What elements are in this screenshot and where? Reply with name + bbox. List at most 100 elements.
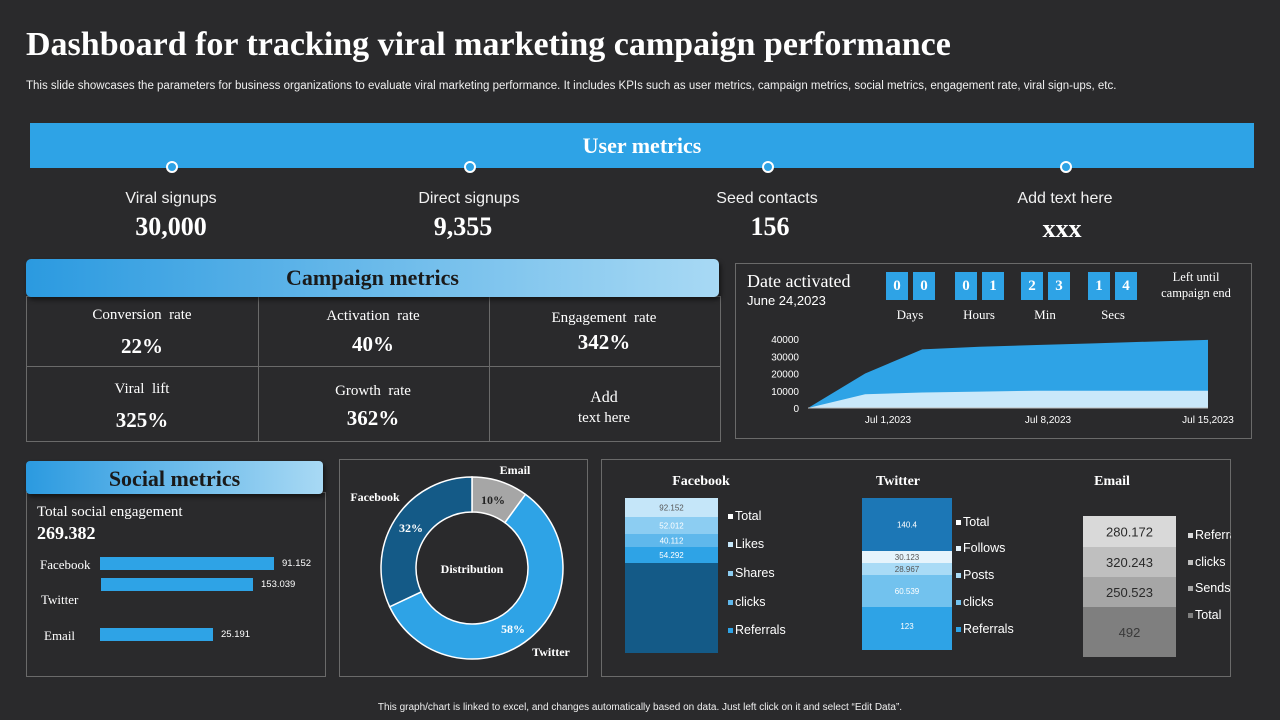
page-title: Dashboard for tracking viral marketing c…	[26, 26, 951, 63]
footnote: This graph/chart is linked to excel, and…	[377, 702, 903, 713]
days-digit-1: 0	[886, 272, 908, 300]
viral-lift-value: 325%	[115, 408, 169, 432]
legend-swatch	[1188, 533, 1193, 538]
channel-breakdown-panel	[601, 459, 1231, 677]
legend-swatch	[728, 571, 733, 576]
stack-segment	[1083, 607, 1176, 657]
legend-label: Total	[1195, 608, 1221, 622]
legend-swatch	[1188, 586, 1193, 591]
legend-label: Total	[735, 509, 761, 523]
legend-label: Likes	[735, 537, 764, 551]
stack-chart-title: Facebook	[672, 474, 730, 489]
direct-signups-label: Direct signups	[418, 190, 520, 207]
user-metrics-bar	[30, 123, 1254, 168]
stack-segment-label: 54.292	[659, 551, 684, 560]
divider	[258, 297, 259, 441]
date-activated-date: June 24,2023	[747, 293, 826, 308]
legend-label: Sends	[1195, 581, 1230, 595]
add-text-cell-line2: text here	[577, 410, 631, 426]
legend-label: clicks	[735, 595, 766, 609]
stack-segment	[625, 498, 718, 517]
stack-segment	[1083, 547, 1176, 577]
viral-signups-label: Viral signups	[125, 190, 217, 207]
hours-digit-1: 0	[955, 272, 977, 300]
stack-segment-label: 320.243	[1106, 555, 1153, 570]
legend-swatch	[728, 628, 733, 633]
secs-label: Secs	[1101, 307, 1125, 322]
total-social-engagement-value: 269.382	[37, 523, 96, 543]
legend-swatch	[728, 600, 733, 605]
social-bar-label: Facebook	[40, 557, 91, 572]
social-bar	[101, 578, 253, 591]
activation-rate-value: 40%	[352, 332, 394, 356]
donut-slice	[388, 493, 564, 660]
legend-label: Shares	[735, 566, 775, 580]
stack-segment-label: 250.523	[1106, 585, 1153, 600]
date-activated-title: Date activated	[747, 271, 851, 291]
stack-segment	[862, 498, 952, 551]
x-tick-label: Jul 15,2023	[1182, 415, 1234, 426]
legend-label: Referrals	[1195, 528, 1231, 542]
timeline-dot	[762, 161, 774, 173]
stack-chart-title: Twitter	[876, 474, 920, 489]
distribution-panel	[339, 459, 588, 677]
donut-center-label: Distribution	[441, 562, 504, 576]
viral-signups-value: 30,000	[135, 212, 207, 241]
add-text-label: Add text here	[1017, 190, 1113, 207]
user-metrics-header: User metrics	[582, 133, 702, 158]
stack-segment	[625, 534, 718, 547]
signups-area-chart: 0 10000 20000 30000 40000 Jul 1,2023 Jul 8,202…	[771, 335, 1234, 426]
divider	[489, 297, 490, 441]
stack-segment-label: 28.967	[895, 565, 920, 574]
distribution-donut-chart: 10% Email 58% Twitter 32% Facebook Distributio…	[350, 463, 571, 660]
stack-segment	[625, 563, 718, 653]
stack-segment	[1083, 516, 1176, 547]
legend-label: Referrals	[963, 622, 1014, 636]
secs-digit-1: 1	[1088, 272, 1110, 300]
social-bar	[100, 628, 213, 641]
social-bar-value: 25.191	[221, 629, 251, 640]
donut-slice-percent: 58%	[501, 622, 525, 636]
legend-swatch	[956, 627, 961, 632]
area-series-lower	[808, 390, 1208, 408]
seed-contacts-value: 156	[750, 212, 790, 241]
campaign-end-label: campaign end	[1161, 286, 1231, 300]
stack-segment-label: 52.012	[659, 522, 684, 531]
campaign-metrics-header-bar	[26, 259, 719, 297]
donut-slice-name: Facebook	[350, 490, 400, 504]
legend-swatch	[956, 546, 961, 551]
social-bar-value: 91.152	[282, 558, 312, 569]
legend-label: Posts	[963, 568, 994, 582]
viral-lift-label: Viral lift	[114, 381, 170, 397]
hours-digit-2: 1	[982, 272, 1004, 300]
social-metrics-header-bar	[26, 461, 323, 494]
legend-label: Referrals	[735, 623, 786, 637]
add-text-cell-line1: Add	[590, 389, 618, 406]
growth-rate-value: 362%	[346, 406, 400, 430]
donut-slice-percent: 32%	[399, 521, 423, 535]
legend-swatch	[956, 600, 961, 605]
stack-segment	[862, 575, 952, 607]
stack-segment-label: 92.152	[659, 504, 684, 513]
stack-segment	[625, 547, 718, 563]
donut-slice	[380, 476, 473, 608]
min-label: Min	[1034, 307, 1056, 322]
legend-swatch	[728, 514, 733, 519]
conversion-rate-label: Conversion rate	[92, 307, 192, 323]
engagement-rate-label: Engagement rate	[551, 310, 657, 326]
donut-slice-name: Email	[500, 463, 531, 477]
stack-segment-label: 123	[900, 622, 914, 631]
stack-segment	[625, 517, 718, 534]
social-bar-value: 153.039	[261, 579, 296, 590]
page-subtitle: This slide showcases the parameters for …	[26, 80, 1117, 92]
x-tick-label: Jul 1,2023	[865, 415, 912, 426]
legend-swatch	[1188, 613, 1193, 618]
hours-label: Hours	[963, 307, 995, 322]
date-activated-panel	[735, 263, 1252, 439]
stack-segment	[862, 551, 952, 563]
campaign-metrics-header: Campaign metrics	[286, 265, 459, 290]
divider	[27, 366, 720, 367]
engagement-rate-value: 342%	[577, 330, 631, 354]
stack-segment-label: 30.123	[895, 553, 920, 562]
min-digit-2: 3	[1048, 272, 1070, 300]
